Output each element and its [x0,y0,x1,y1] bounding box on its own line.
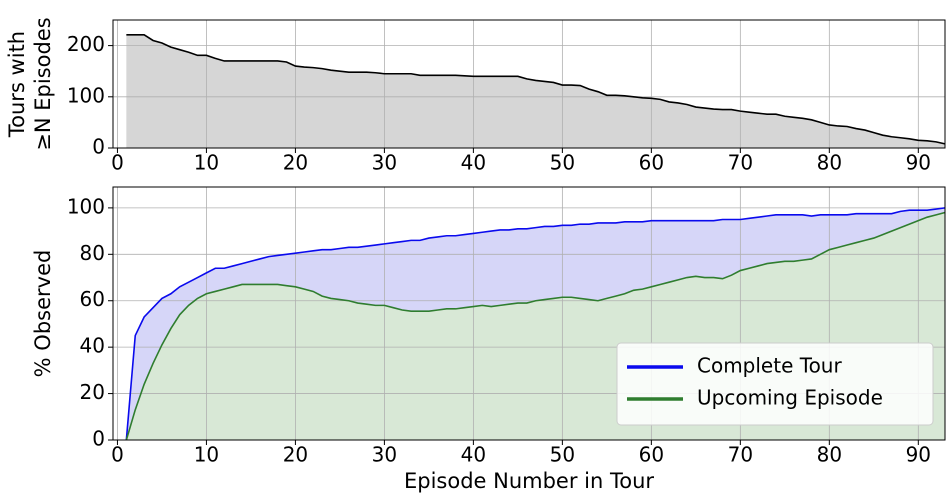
x-tick-label: 10 [194,443,219,467]
x-tick-label: 60 [639,151,664,175]
x-tick-label: 60 [639,443,664,467]
series-line [125,211,946,441]
axes-frame [112,19,946,149]
y-axis-label: Tours with [5,31,29,138]
x-tick-label: 30 [372,151,397,175]
y-tick-label: 20 [80,380,105,404]
x-tick-label: 50 [550,443,575,467]
x-tick-label: 40 [461,443,486,467]
x-tick-label: 50 [550,151,575,175]
x-tick-label: 90 [906,443,931,467]
y-tick-label: 60 [80,287,105,311]
y-tick-label: 100 [67,83,105,107]
x-tick-label: 30 [372,443,397,467]
legend-label: Upcoming Episode [697,386,883,410]
x-tick-label: 80 [817,443,842,467]
series-line [125,207,946,441]
y-axis-label: ≥N Episodes [31,17,55,150]
y-tick-label: 100 [67,194,105,218]
legend-label: Complete Tour [697,354,842,378]
series-line [126,34,946,145]
x-tick-label: 20 [283,443,308,467]
y-tick-label: 0 [92,135,105,159]
y-axis-label: % Observed [31,250,55,378]
x-tick-label: 90 [906,151,931,175]
x-tick-label: 10 [194,151,219,175]
x-axis-label: Episode Number in Tour [404,469,654,493]
y-tick-label: 40 [80,334,105,358]
x-tick-label: 40 [461,151,486,175]
legend-box [616,342,934,426]
y-tick-label: 200 [67,32,105,56]
x-tick-label: 80 [817,151,842,175]
x-tick-label: 70 [728,443,753,467]
axes-frame [112,186,946,441]
y-tick-label: 80 [80,241,105,265]
y-tick-label: 0 [92,427,105,451]
x-tick-label: 70 [728,151,753,175]
x-tick-label: 0 [111,151,124,175]
x-tick-label: 20 [283,151,308,175]
x-tick-label: 0 [111,443,124,467]
